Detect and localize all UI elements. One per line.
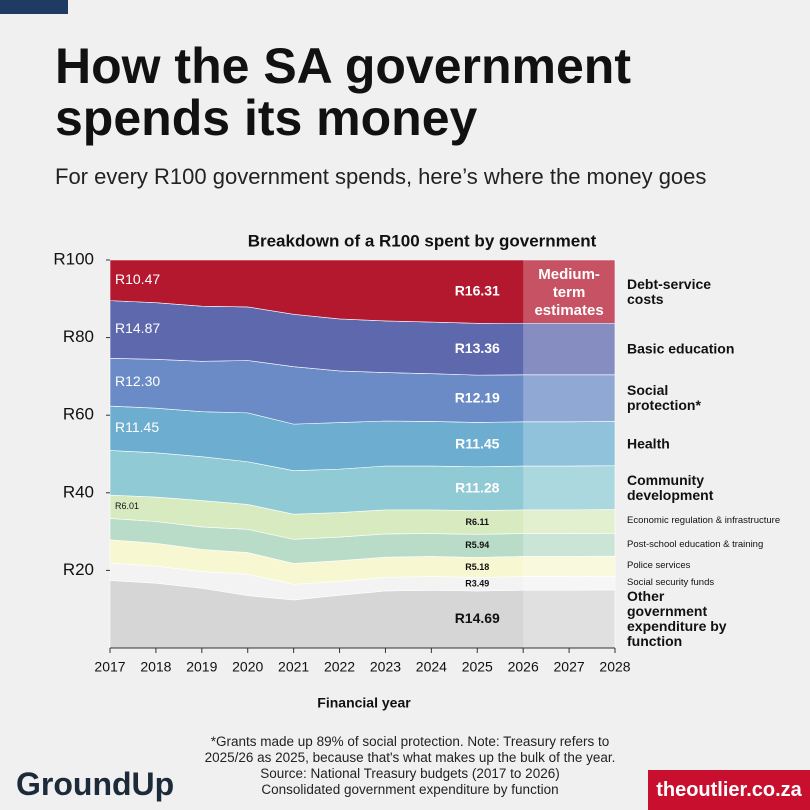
x-tick-label: 2018 bbox=[140, 659, 171, 675]
legend-label: Post-school education & training bbox=[627, 538, 764, 550]
note-line: Source: National Treasury budgets (2017 … bbox=[260, 766, 560, 781]
value-label: R11.28 bbox=[455, 479, 500, 495]
value-label: R14.69 bbox=[455, 610, 500, 626]
note-line: Consolidated government expenditure by f… bbox=[261, 782, 559, 797]
estimate-overlay bbox=[523, 260, 615, 648]
area bbox=[109, 259, 616, 324]
value-label: R6.11 bbox=[466, 517, 490, 527]
title: How the SA government spends its money bbox=[55, 38, 631, 146]
value-label: R11.45 bbox=[115, 419, 159, 435]
legend-label: Health bbox=[627, 435, 670, 452]
value-label: R6.01 bbox=[115, 501, 139, 511]
value-label: R16.31 bbox=[455, 282, 500, 298]
x-tick-label: 2020 bbox=[232, 659, 263, 675]
y-tick-label: R100 bbox=[53, 249, 94, 268]
x-tick-label: 2017 bbox=[94, 659, 125, 675]
annotation: Medium-term estimates bbox=[534, 266, 604, 319]
value-label: R3.49 bbox=[465, 579, 489, 589]
value-label: R5.94 bbox=[465, 540, 489, 550]
legend-label: Other government expenditure by function bbox=[627, 587, 727, 649]
value-label: R10.47 bbox=[115, 271, 160, 287]
legend-label: Economic regulation & infrastructure bbox=[627, 515, 781, 527]
legend-label: Community development bbox=[627, 471, 714, 503]
value-label: R5.18 bbox=[465, 562, 489, 572]
x-tick-label: 2028 bbox=[599, 659, 630, 675]
annotation-box: Medium-term estimates bbox=[534, 266, 604, 319]
x-tick-label: 2026 bbox=[508, 659, 539, 675]
value-label: R12.30 bbox=[115, 373, 160, 389]
y-tick-label: R60 bbox=[63, 405, 94, 424]
y-tick-label: R40 bbox=[63, 482, 94, 501]
x-axis-label: Financial year bbox=[317, 695, 411, 711]
brand-logo: GroundUp bbox=[16, 766, 175, 802]
notes: *Grants made up 89% of social protection… bbox=[150, 734, 670, 798]
top-bar bbox=[0, 0, 68, 14]
value-label: R14.87 bbox=[115, 320, 160, 336]
value-label: R13.36 bbox=[455, 340, 500, 356]
legend-label: Basic education bbox=[627, 340, 735, 357]
note-line: *Grants made up 89% of social protection… bbox=[210, 734, 610, 749]
brand-badge: theoutlier.co.za bbox=[648, 770, 810, 810]
x-tick-label: 2021 bbox=[278, 659, 309, 675]
legend-label: Social protection* bbox=[627, 382, 701, 414]
x-tick-label: 2022 bbox=[324, 659, 355, 675]
chart-title: Breakdown of a R100 spent by government bbox=[248, 231, 597, 250]
note-line: 2025/26 as 2025, because that's what mak… bbox=[204, 750, 616, 765]
legend-label: Police services bbox=[627, 560, 691, 572]
x-tick-label: 2025 bbox=[462, 659, 493, 675]
x-tick-label: 2027 bbox=[554, 659, 585, 675]
y-tick-label: R80 bbox=[63, 327, 94, 346]
chart: Breakdown of a R100 spent by government … bbox=[53, 231, 630, 711]
value-label: R11.45 bbox=[455, 435, 500, 451]
subtitle: For every R100 government spends, here’s… bbox=[55, 164, 707, 189]
y-tick-label: R20 bbox=[63, 560, 94, 579]
x-tick-label: 2023 bbox=[370, 659, 401, 675]
legend-label: Debt-service costs bbox=[627, 275, 712, 307]
x-tick-label: 2019 bbox=[186, 659, 217, 675]
x-tick-label: 2024 bbox=[416, 659, 447, 675]
legend-label: Social security funds bbox=[627, 577, 715, 588]
value-label: R12.19 bbox=[455, 389, 500, 405]
